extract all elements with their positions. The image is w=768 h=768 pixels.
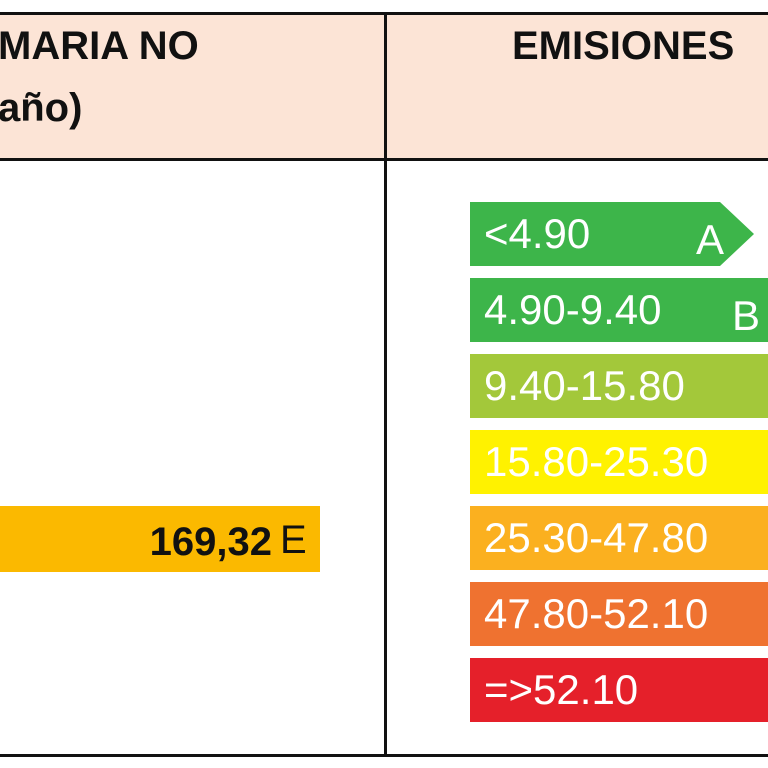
rating-letter: E	[280, 518, 307, 562]
band-range: 47.80-52.10	[484, 590, 709, 637]
band-range: 9.40-15.80	[484, 362, 685, 409]
band-letter: A	[696, 216, 725, 263]
band-range: 4.90-9.40	[484, 286, 662, 333]
header-text: MARIA NO	[0, 24, 199, 68]
header-cell	[387, 14, 768, 160]
band-letter: B	[732, 292, 761, 339]
rating-band: 47.80-52.10	[470, 582, 768, 646]
band-range: =>52.10	[484, 666, 639, 713]
band-range: 25.30-47.80	[484, 514, 709, 561]
rating-band: =>52.10	[470, 658, 768, 722]
header-text: año)	[0, 86, 83, 130]
band-range: <4.90	[484, 210, 591, 257]
rating-band: 25.30-47.80	[470, 506, 768, 570]
rating-bar: 169,32 E	[0, 506, 320, 572]
rating-band: 9.40-15.80	[470, 354, 768, 418]
header-text: EMISIONES	[512, 24, 735, 68]
band-range: 15.80-25.30	[484, 438, 709, 485]
border	[384, 14, 387, 756]
rating-band: <4.90 A	[470, 202, 754, 266]
rating-band: 4.90-9.40 B	[470, 278, 768, 342]
rating-value: 169,32	[149, 520, 272, 564]
border	[0, 12, 768, 15]
header-cell	[0, 14, 384, 160]
rating-band: 15.80-25.30	[470, 430, 768, 494]
